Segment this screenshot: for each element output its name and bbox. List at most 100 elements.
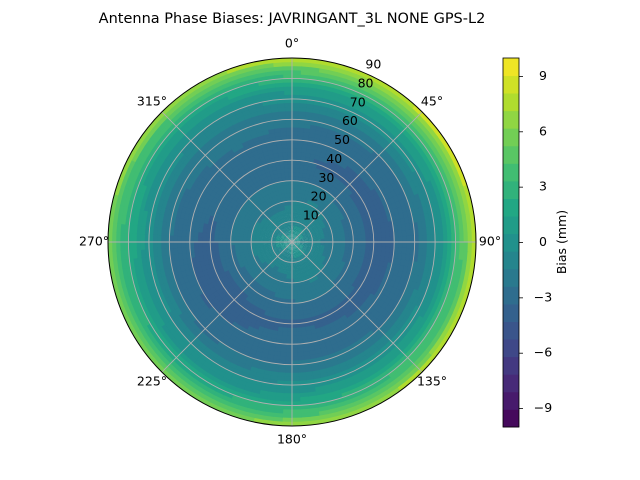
bias-cell <box>377 237 383 243</box>
bias-cell <box>325 81 337 89</box>
bias-cell <box>452 158 462 171</box>
bias-cell <box>356 69 369 79</box>
bias-cell <box>300 82 311 88</box>
bias-cell <box>292 220 295 226</box>
bias-cell <box>292 135 299 140</box>
bias-cell <box>292 143 299 149</box>
bias-cell <box>292 77 303 83</box>
bias-cell <box>294 229 298 235</box>
bias-cell <box>425 189 434 200</box>
bias-cell <box>306 224 311 229</box>
bias-cell <box>437 165 447 178</box>
bias-cell <box>467 232 473 244</box>
bias-cell <box>292 171 297 177</box>
bias-cell <box>299 228 304 233</box>
bias-cell <box>300 205 304 211</box>
bias-cell <box>318 228 324 233</box>
bias-cell <box>298 233 303 238</box>
bias-cell <box>394 236 399 244</box>
bias-cell <box>295 239 301 242</box>
bias-cell <box>420 198 428 209</box>
bias-cell <box>434 226 440 237</box>
bias-cell <box>312 226 318 230</box>
bias-cell <box>393 230 399 238</box>
bias-cell <box>310 231 316 235</box>
bias-cell <box>355 73 368 83</box>
bias-cell <box>293 233 296 239</box>
bias-cell <box>380 227 387 234</box>
bias-cell <box>293 225 296 231</box>
bias-cell <box>316 225 322 230</box>
bias-cell <box>300 214 305 220</box>
bias-cell <box>447 149 458 163</box>
bias-cell <box>295 171 301 178</box>
bias-cell <box>306 218 311 224</box>
bias-cell <box>303 127 312 134</box>
bias-cell <box>341 189 348 197</box>
bias-cell <box>314 231 320 235</box>
bias-cell <box>311 224 317 229</box>
bias-cell <box>452 168 462 181</box>
bias-cell <box>461 195 469 208</box>
bias-cell <box>301 219 305 225</box>
bias-cell <box>292 167 297 173</box>
bias-cell <box>376 227 383 234</box>
bias-cell <box>441 163 451 176</box>
bias-cell <box>300 65 313 72</box>
bias-cell <box>304 238 309 241</box>
chart-title: Antenna Phase Biases: JAVRINGANT_3L NONE… <box>99 11 486 27</box>
bias-cell <box>296 151 303 157</box>
bias-cell <box>299 228 303 233</box>
bias-cell <box>321 226 328 231</box>
bias-cell <box>406 235 412 244</box>
bias-cell <box>298 227 302 232</box>
bias-cell <box>303 237 309 240</box>
bias-cell <box>298 213 302 219</box>
bias-cell <box>452 178 461 191</box>
bias-cell <box>303 235 309 239</box>
bias-cell <box>398 236 404 244</box>
bias-cell <box>297 209 301 215</box>
bias-cell <box>295 238 301 241</box>
bias-cell <box>299 238 305 240</box>
bias-cell <box>315 222 321 227</box>
bias-cell <box>329 61 342 69</box>
bias-cell <box>328 65 341 73</box>
bias-cell <box>373 232 379 239</box>
bias-cell <box>457 196 465 209</box>
bias-cell <box>445 161 454 174</box>
bias-cell <box>372 228 379 235</box>
bias-cell <box>454 224 461 236</box>
bias-cell <box>397 224 403 232</box>
bias-cell <box>295 163 301 169</box>
bias-cell <box>292 155 298 161</box>
bias-cell <box>303 207 308 213</box>
bias-cell <box>292 130 299 136</box>
bias-cell <box>340 89 351 98</box>
bias-cell <box>306 213 311 219</box>
bias-cell <box>311 217 316 222</box>
bias-cell <box>292 65 304 71</box>
bias-cell <box>430 178 439 190</box>
bias-cell <box>294 229 297 235</box>
bias-cell <box>292 159 298 165</box>
bias-cell <box>447 190 455 202</box>
bias-cell <box>296 217 299 223</box>
bias-cell <box>329 223 335 228</box>
bias-cell <box>308 239 314 242</box>
bias-cell <box>292 98 302 104</box>
bias-cell <box>303 211 308 217</box>
bias-cell <box>302 232 307 236</box>
bias-cell <box>293 229 295 235</box>
bias-cell <box>307 226 313 231</box>
bias-cell <box>448 160 458 173</box>
bias-cell <box>317 226 323 231</box>
bias-cell <box>301 231 306 235</box>
bias-cell <box>295 213 299 219</box>
bias-cell <box>295 238 301 241</box>
bias-cell <box>294 234 298 239</box>
bias-cell <box>295 225 299 231</box>
bias-cell <box>292 94 302 100</box>
bias-cell <box>300 239 305 241</box>
bias-cell <box>292 188 296 194</box>
